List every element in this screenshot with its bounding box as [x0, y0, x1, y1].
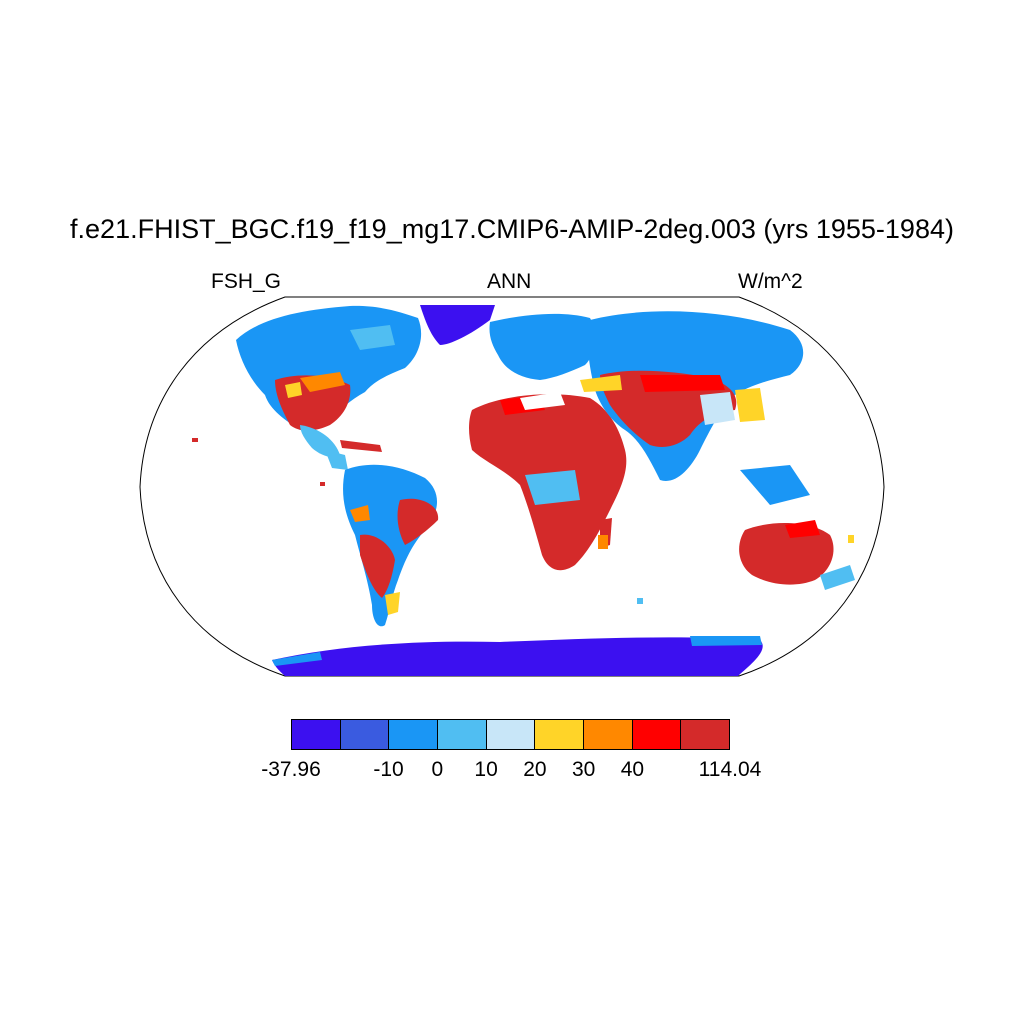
colorbar-box: [681, 720, 730, 749]
colorbar-box: [438, 720, 487, 749]
colorbar-tick-label: 0: [431, 758, 444, 781]
colorbar-box: [632, 720, 682, 749]
antarctica: [272, 636, 763, 676]
colorbar-tick-label: 40: [620, 758, 645, 781]
variable-label: FSH_G: [211, 270, 282, 293]
colorbar-box: [389, 720, 439, 749]
season-label: ANN: [487, 270, 532, 293]
europe: [489, 313, 596, 380]
north-america: [236, 305, 495, 458]
colorbar-tick-label: 20: [523, 758, 547, 781]
asia: [580, 311, 810, 505]
plot-title: f.e21.FHIST_BGC.f19_f19_mg17.CMIP6-AMIP-…: [70, 214, 954, 244]
islands: [192, 438, 854, 604]
australia: [739, 520, 855, 590]
colorbar-box: [486, 720, 536, 749]
colorbar-box: [584, 720, 633, 749]
units-label: W/m^2: [738, 270, 803, 293]
colorbar-tick-label: -10: [373, 758, 404, 781]
colorbar-box: [292, 720, 341, 749]
colorbar-tick-label: 10: [474, 758, 498, 781]
colorbar-tick-label: 114.04: [698, 758, 762, 781]
colorbar-box: [340, 720, 390, 749]
colorbar-tick-label: -37.96: [261, 758, 321, 781]
colorbar-box: [535, 720, 585, 749]
caribbean: [325, 440, 382, 470]
africa: [469, 392, 627, 571]
south-america: [343, 464, 439, 627]
colorbar-tick-label: 30: [571, 758, 596, 781]
colorbar: [291, 719, 730, 750]
